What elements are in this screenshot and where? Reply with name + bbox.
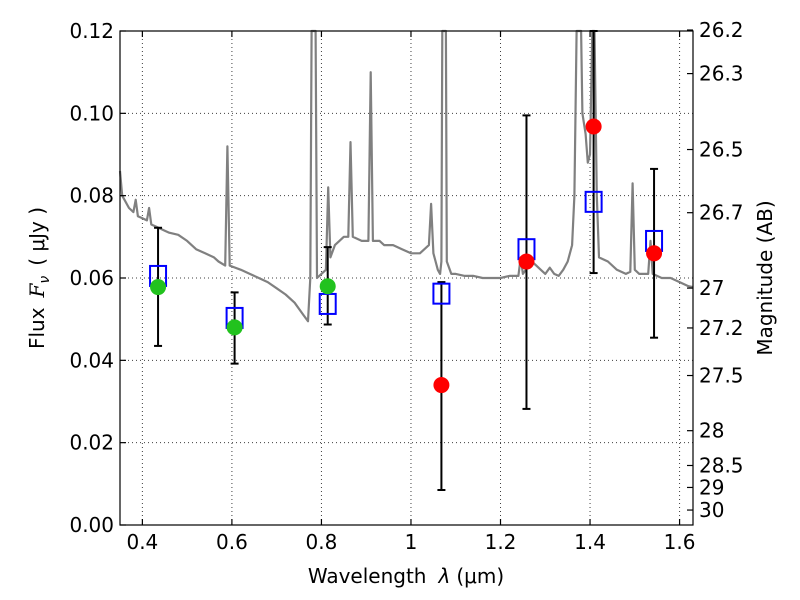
model-photometry-box [432, 282, 451, 305]
nir-data-point [646, 245, 663, 262]
y2-tick-label: 26.7 [699, 201, 744, 225]
x-tick-label: 1.6 [664, 530, 696, 554]
y2-tick-label: 28.5 [699, 453, 744, 477]
x-tick-label: 1.2 [485, 530, 517, 554]
optical-data-point [226, 319, 243, 336]
nir-data-point [585, 118, 602, 135]
y2-tick-label: 27.5 [699, 364, 744, 388]
plot-frame [119, 30, 694, 526]
x-axis-label: Wavelength λ (μm) [308, 564, 504, 588]
spectrum-layer [118, 29, 694, 323]
y2-tick-label: 26.2 [699, 18, 744, 42]
y2-tick-label: 26.3 [699, 62, 744, 86]
x-tick-label: 0.6 [216, 530, 248, 554]
y-tick-label: 0.12 [69, 19, 114, 43]
y2-tick-label: 27.2 [699, 316, 744, 340]
x-tick-label: 0.8 [306, 530, 338, 554]
nir-data-point [433, 377, 450, 394]
x-tick-label: 1.4 [574, 530, 606, 554]
data-point-layer [150, 118, 663, 394]
optical-data-point [150, 279, 167, 296]
tick-layer: 0.4 0.6 0.8 1 1.2 1.4 1.6 0.00 0.02 0.04 0.06 0.08 0… [69, 18, 743, 554]
grid-layer [120, 31, 693, 525]
plot-area [118, 29, 694, 492]
y-tick-label: 0.04 [69, 348, 114, 372]
y-tick-label: 0.02 [69, 431, 114, 455]
y-tick-label: 0.10 [69, 101, 114, 125]
x-tick-label: 0.4 [126, 530, 158, 554]
y2-tick-label: 27 [699, 276, 724, 300]
optical-data-point [319, 278, 336, 295]
model-photometry-box [584, 190, 603, 213]
y-tick-label: 0.00 [69, 513, 114, 537]
nir-data-point [518, 253, 535, 270]
model-spectrum-line [118, 29, 694, 323]
y2-tick-label: 26.5 [699, 138, 744, 162]
y-tick-label: 0.06 [69, 266, 114, 290]
y2-axis-label: Magnitude (AB) [753, 200, 777, 355]
y2-tick-label: 28 [699, 419, 724, 443]
y2-tick-label: 30 [699, 498, 724, 522]
y-tick-label: 0.08 [69, 184, 114, 208]
y-axis-label: FluxFν( μJy ) [25, 207, 53, 349]
x-tick-label: 1 [405, 530, 418, 554]
y2-tick-label: 29 [699, 475, 724, 499]
